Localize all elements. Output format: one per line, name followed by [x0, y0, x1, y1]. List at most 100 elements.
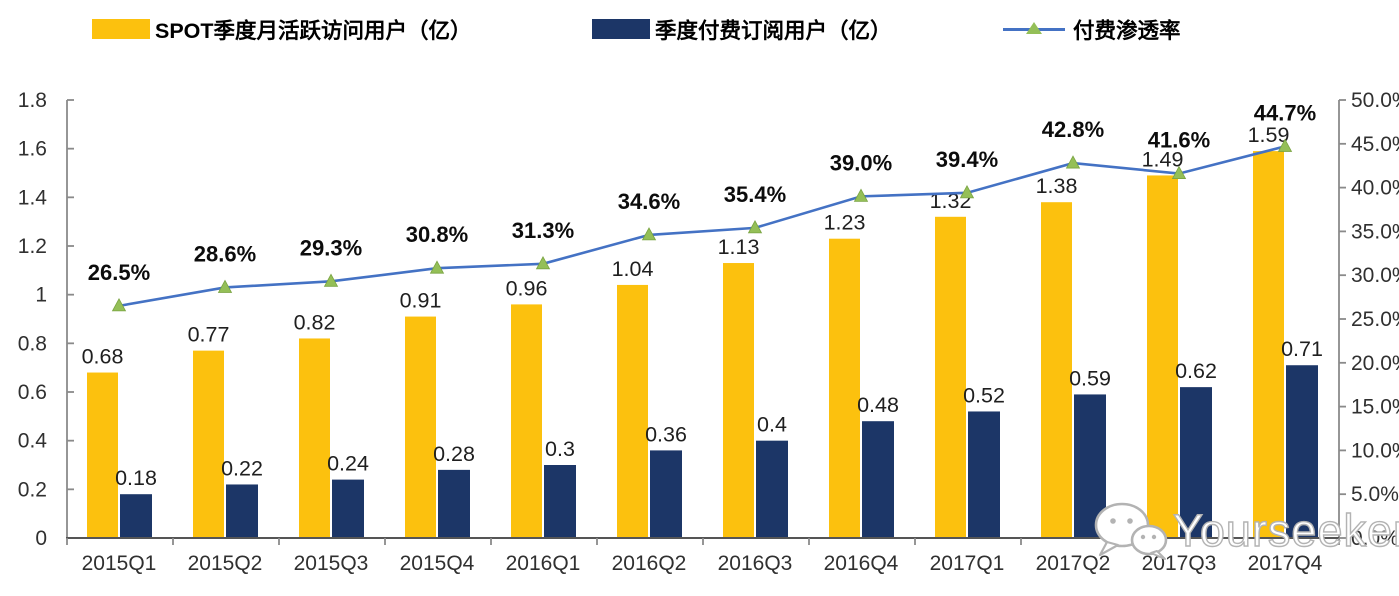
- left-axis-label: 1: [35, 284, 47, 307]
- right-axis-label: 40.0%: [1351, 177, 1399, 200]
- bar-label-subscribers-2015Q3: 0.24: [327, 452, 369, 476]
- left-axis-label: 0.2: [18, 478, 47, 501]
- bar-label-subscribers-2017Q2: 0.59: [1069, 366, 1111, 390]
- bar-label-subscribers-2017Q3: 0.62: [1175, 359, 1217, 383]
- bar-subscribers-2016Q1: [544, 465, 576, 538]
- bar-label-mau-2016Q4: 1.23: [824, 211, 866, 235]
- legend-triangle-icon: [1026, 22, 1042, 34]
- triangle-marker-2015Q3: [323, 273, 339, 287]
- right-axis-label: 0.0%: [1351, 527, 1399, 550]
- legend-item-subscribers: 季度付费订阅用户（亿）: [592, 16, 892, 43]
- bar-subscribers-2015Q4: [438, 469, 470, 538]
- bar-label-mau-2016Q1: 0.96: [506, 276, 548, 300]
- x-axis-label-2016Q4: 2016Q4: [824, 552, 899, 575]
- bar-label-subscribers-2015Q1: 0.18: [115, 466, 157, 490]
- left-axis-label: 0.8: [18, 332, 47, 355]
- left-axis-label: 1.6: [18, 138, 47, 161]
- bar-subscribers-2016Q4: [862, 421, 894, 538]
- pct-label-2017Q2: 42.8%: [1042, 117, 1104, 142]
- triangle-marker-2015Q1: [111, 298, 127, 312]
- bar-subscribers-2015Q2: [226, 484, 258, 538]
- left-axis-label: 0.6: [18, 381, 47, 404]
- right-axis-label: 35.0%: [1351, 220, 1399, 243]
- bar-subscribers-2017Q1: [968, 411, 1000, 538]
- bar-mau-2015Q3: [299, 338, 330, 538]
- left-axis-label: 1.2: [18, 235, 47, 258]
- triangle-marker-2016Q3: [747, 220, 763, 234]
- pct-label-2016Q1: 31.3%: [512, 218, 574, 243]
- right-axis-label: 10.0%: [1351, 439, 1399, 462]
- x-axis-label-2016Q2: 2016Q2: [612, 552, 687, 575]
- bar-subscribers-2017Q3: [1180, 387, 1212, 538]
- bar-mau-2016Q1: [511, 304, 542, 538]
- bar-label-subscribers-2016Q3: 0.4: [757, 413, 787, 437]
- triangle-marker-2017Q1: [959, 185, 975, 199]
- watermark: Yourseeker: [1091, 498, 1399, 564]
- wechat-icon: [1094, 502, 1168, 560]
- bar-subscribers-2015Q3: [332, 479, 364, 538]
- pct-label-2016Q3: 35.4%: [724, 182, 786, 207]
- bar-mau-2017Q2: [1041, 202, 1072, 538]
- triangle-marker-2016Q1: [535, 255, 551, 270]
- bar-label-subscribers-2016Q2: 0.36: [645, 422, 687, 446]
- legend-label-penetration: 付费渗透率: [1073, 18, 1181, 43]
- watermark-text: Yourseeker: [1172, 504, 1399, 556]
- bar-mau-2016Q2: [617, 284, 648, 538]
- pct-label-2017Q1: 39.4%: [936, 147, 998, 172]
- bar-label-mau-2015Q4: 0.91: [400, 289, 442, 313]
- legend-label-subscribers: 季度付费订阅用户（亿）: [655, 18, 892, 43]
- x-axis-label-2017Q2: 2017Q2: [1036, 552, 1111, 575]
- right-axis-label: 5.0%: [1351, 483, 1399, 506]
- bar-label-mau-2017Q4: 1.59: [1248, 123, 1290, 147]
- right-axis-label: 50.0%: [1351, 89, 1399, 112]
- right-axis-label: 15.0%: [1351, 396, 1399, 419]
- x-axis-label-2015Q3: 2015Q3: [294, 552, 369, 575]
- x-axis-label-2016Q3: 2016Q3: [718, 552, 793, 575]
- left-axis-label: 1.8: [18, 89, 47, 112]
- pct-label-2015Q1: 26.5%: [88, 260, 150, 285]
- triangle-marker-2017Q4: [1277, 138, 1293, 152]
- legend-swatch-subscribers-icon: [592, 19, 650, 39]
- legend-item-penetration: 付费渗透率: [1003, 16, 1181, 43]
- legend-swatch-mau-icon: [92, 19, 150, 39]
- x-axis-label-2017Q1: 2017Q1: [930, 552, 1005, 575]
- right-axis-label: 30.0%: [1351, 264, 1399, 287]
- bar-mau-2015Q1: [87, 372, 118, 538]
- x-axis-label-2015Q2: 2015Q2: [188, 552, 263, 575]
- triangle-marker-2016Q4: [853, 188, 869, 202]
- x-axis-label-2016Q1: 2016Q1: [506, 552, 581, 575]
- bar-subscribers-2016Q3: [756, 440, 788, 538]
- bar-mau-2015Q2: [193, 350, 224, 538]
- bar-label-mau-2015Q1: 0.68: [82, 345, 124, 369]
- x-axis-label-2017Q4: 2017Q4: [1248, 552, 1323, 575]
- pct-label-2015Q4: 30.8%: [406, 222, 468, 247]
- penetration-line: [118, 145, 1286, 308]
- legend-label-mau: SPOT季度月活跃访问用户（亿）: [155, 18, 472, 43]
- pct-label-2017Q4: 44.7%: [1254, 100, 1316, 125]
- bar-label-subscribers-2017Q1: 0.52: [963, 383, 1005, 407]
- bar-mau-2016Q4: [829, 238, 860, 538]
- bar-label-subscribers-2015Q4: 0.28: [433, 442, 475, 466]
- bar-subscribers-2016Q2: [650, 450, 682, 538]
- x-axis-label-2015Q4: 2015Q4: [400, 552, 475, 575]
- bar-label-subscribers-2017Q4: 0.71: [1281, 337, 1323, 361]
- triangle-marker-2015Q2: [217, 279, 233, 293]
- right-axis-label: 45.0%: [1351, 133, 1399, 156]
- pct-label-2015Q2: 28.6%: [194, 241, 256, 266]
- bar-label-mau-2016Q3: 1.13: [718, 235, 760, 259]
- left-axis-label: 0.4: [18, 430, 48, 453]
- pct-label-2015Q3: 29.3%: [300, 235, 362, 260]
- triangle-marker-2017Q3: [1171, 165, 1187, 179]
- left-axis-label: 0: [35, 527, 47, 550]
- bar-label-mau-2015Q2: 0.77: [188, 323, 230, 347]
- x-axis-label-2015Q1: 2015Q1: [82, 552, 157, 575]
- right-axis-label: 20.0%: [1351, 352, 1399, 375]
- bar-mau-2017Q3: [1147, 175, 1178, 538]
- pct-label-2017Q3: 41.6%: [1148, 128, 1210, 153]
- bar-label-subscribers-2016Q1: 0.3: [545, 437, 575, 461]
- legend-item-mau: SPOT季度月活跃访问用户（亿）: [92, 16, 472, 43]
- bar-mau-2017Q4: [1253, 151, 1284, 538]
- triangle-marker-2015Q4: [429, 260, 445, 274]
- legend-line-marker-icon: [1003, 18, 1065, 40]
